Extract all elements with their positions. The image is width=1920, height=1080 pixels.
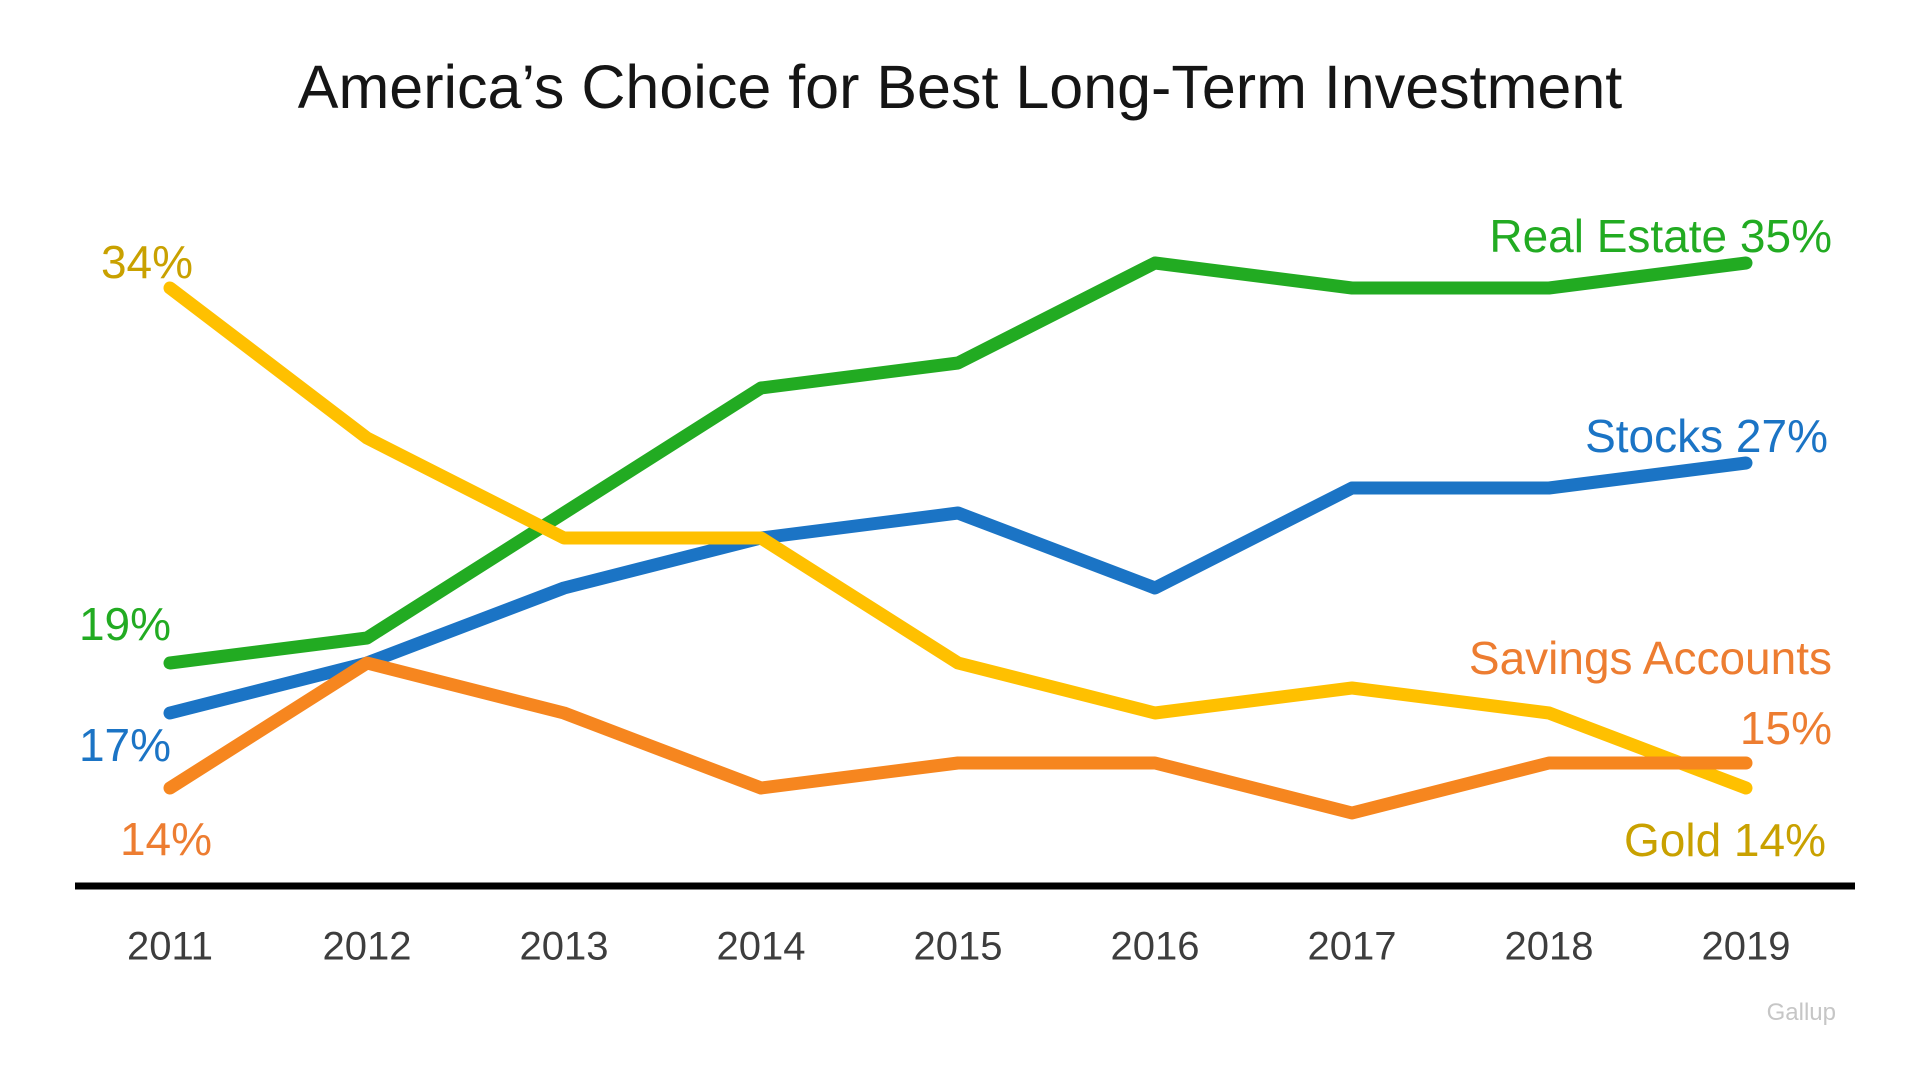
annotation-end-savings-line2: 15% [1739,702,1832,754]
page-title: America’s Choice for Best Long-Term Inve… [297,53,1623,121]
annotation-end-gold: Gold 14% [1623,814,1826,866]
annotation-end-savings-line1: Savings Accounts [1468,632,1832,684]
x-axis-label-2019: 2019 [1701,924,1791,969]
line-stocks [163,456,1753,720]
source-watermark: Gallup [1766,999,1836,1026]
annotation-start-savings: 14% [119,813,213,865]
x-axis-label-2013: 2013 [519,924,609,969]
annotation-end-real-estate: Real Estate 35% [1489,210,1832,262]
x-axis-label-2014: 2014 [716,924,806,969]
annotation-start-gold: 34% [100,236,194,288]
annotation-start-real-estate: 19% [78,598,172,650]
line-real-estate [163,256,1753,670]
annotation-start-stocks: 17% [78,719,172,771]
x-axis-label-2018: 2018 [1504,924,1594,969]
chart-lines [163,256,1753,820]
line-gold [163,281,1753,795]
annotation-end-stocks: Stocks 27% [1585,410,1828,462]
x-axis-label-2012: 2012 [322,924,412,969]
x-axis-label-2017: 2017 [1307,924,1397,969]
x-axis-label-2015: 2015 [913,924,1003,969]
x-axis-label-2016: 2016 [1110,924,1200,969]
x-axis-label-2011: 2011 [126,924,214,969]
line-savings-accounts [163,656,1753,820]
